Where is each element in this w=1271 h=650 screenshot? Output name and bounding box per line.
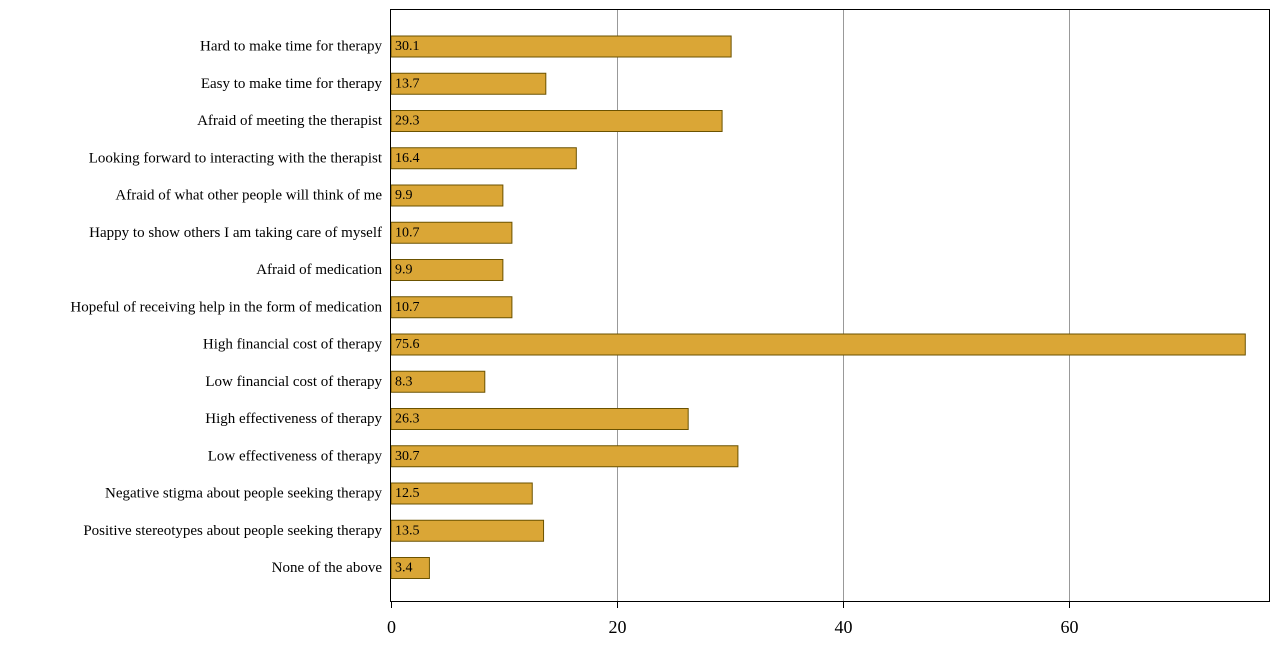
category-label: Low effectiveness of therapy <box>208 448 383 464</box>
bar <box>390 35 732 58</box>
bar <box>390 333 1246 356</box>
x-tick-label: 20 <box>609 617 627 637</box>
category-label: Afraid of meeting the therapist <box>197 113 383 129</box>
bar <box>390 445 739 468</box>
plot-frame <box>390 9 1270 602</box>
bar-value-label: 9.9 <box>395 188 413 203</box>
value-labels: 30.1 13.7 29.3 16.4 9.9 10.7 9.9 10.7 75.6 8.3 26.… <box>395 39 420 576</box>
x-axis-ticks: 0 20 40 60 <box>387 601 1079 637</box>
bar-value-label: 12.5 <box>395 486 420 501</box>
bar-value-label: 10.7 <box>395 300 420 315</box>
bar-value-label: 75.6 <box>395 337 420 352</box>
category-label: Afraid of what other people will think o… <box>115 188 382 204</box>
bar <box>390 408 689 430</box>
bar-value-label: 30.7 <box>395 449 420 464</box>
category-label: Negative stigma about people seeking the… <box>105 486 382 502</box>
category-labels: Hard to make time for therapy Easy to mak… <box>70 39 382 577</box>
category-label: Easy to make time for therapy <box>201 76 383 92</box>
bar-value-label: 13.7 <box>395 76 420 91</box>
category-label: None of the above <box>272 560 383 576</box>
x-tick-label: 0 <box>387 617 396 637</box>
category-label: High financial cost of therapy <box>203 337 383 353</box>
category-label: Positive stereotypes about people seekin… <box>83 523 382 539</box>
x-tick-label: 40 <box>835 617 853 637</box>
bar-value-label: 8.3 <box>395 374 413 389</box>
category-label: Afraid of medication <box>256 262 382 278</box>
bar-value-label: 13.5 <box>395 523 420 538</box>
category-label: Hopeful of receiving help in the form of… <box>70 299 382 315</box>
grid-lines <box>617 10 1070 601</box>
bar-value-label: 10.7 <box>395 225 420 240</box>
category-label: Hard to make time for therapy <box>200 39 383 55</box>
bar-value-label: 26.3 <box>395 412 420 427</box>
x-tick-label: 60 <box>1061 617 1079 637</box>
bar-value-label: 3.4 <box>395 561 413 576</box>
bar-value-label: 9.9 <box>395 263 413 278</box>
category-label: Happy to show others I am taking care of… <box>89 225 382 241</box>
bar-value-label: 29.3 <box>395 114 420 129</box>
bar <box>390 110 723 132</box>
category-label: Looking forward to interacting with the … <box>89 150 383 166</box>
bars <box>390 35 1246 579</box>
category-label: High effectiveness of therapy <box>205 411 382 427</box>
bar-value-label: 30.1 <box>395 39 420 54</box>
bar-value-label: 16.4 <box>395 151 420 166</box>
category-label: Low financial cost of therapy <box>205 374 382 390</box>
